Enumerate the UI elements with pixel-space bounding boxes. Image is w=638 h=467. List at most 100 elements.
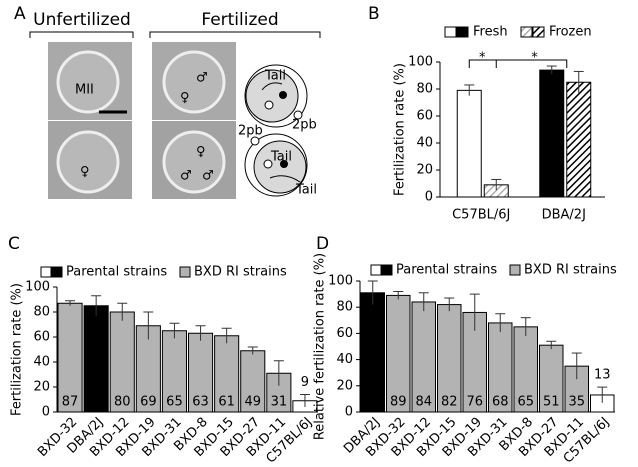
panel-label: B [368, 4, 380, 24]
legend-swatch [179, 266, 191, 278]
diagram-egg [253, 140, 307, 194]
polar-body [250, 136, 260, 146]
diagram-label: 2pb [292, 118, 317, 133]
diagram-label: Tail [295, 183, 317, 198]
panel-label: D [316, 234, 329, 254]
value-label: 13 [594, 368, 611, 383]
y-tick-label: 20 [336, 378, 353, 393]
sig-bracket [496, 59, 568, 68]
y-tick-label: 40 [336, 352, 353, 367]
value-label: 68 [492, 395, 509, 410]
y-tick-label: 80 [416, 82, 433, 97]
y-tick-label: 0 [345, 405, 353, 420]
legend-swatch [381, 264, 393, 276]
value-label: 82 [441, 395, 458, 410]
legend-swatch [532, 26, 545, 38]
value-label: 89 [390, 395, 407, 410]
image-label: ♂ [180, 169, 192, 184]
legend-swatch [456, 26, 469, 38]
legend-label: BXD RI strains [194, 265, 287, 280]
bar [188, 332, 214, 413]
bar [266, 372, 292, 413]
image-label: ♀ [196, 145, 206, 160]
y-tick-label: 60 [33, 330, 50, 345]
value-label: 84 [415, 395, 432, 410]
annotation: * [479, 51, 486, 66]
legend-label: Parental strains [66, 265, 167, 280]
pronucleus [263, 159, 273, 169]
y-axis-label: Relative fertilization rate (%) [313, 253, 328, 440]
panel-label: C [8, 234, 20, 254]
bar [83, 305, 109, 413]
tail [261, 82, 283, 91]
bracket [149, 31, 321, 38]
value-label: 35 [568, 395, 585, 410]
panel-a: A Unfertilized Fertilized MII ♀ ♂ ♀ ♀ ♂ … [14, 4, 321, 199]
value-label: 63 [192, 395, 209, 410]
y-tick-label: 60 [416, 109, 433, 124]
bracket [29, 31, 134, 38]
value-label: 80 [114, 395, 131, 410]
image-label: ♂ [202, 169, 214, 184]
y-tick-label: 0 [425, 190, 433, 205]
y-tick-label: 100 [408, 55, 433, 70]
pronucleus [264, 100, 274, 110]
value-label: 76 [466, 395, 483, 410]
bar [456, 89, 482, 198]
bar [214, 335, 240, 413]
value-label: 51 [543, 395, 560, 410]
y-axis-label: Fertilization rate (%) [393, 63, 408, 196]
panel-label: A [14, 4, 26, 24]
legend-swatch [444, 26, 457, 38]
oocyte [162, 50, 226, 114]
image-label: MII [75, 83, 94, 98]
legend-label: Frozen [549, 25, 592, 40]
value-label: 91 [364, 395, 381, 410]
pronucleus [279, 91, 287, 99]
y-tick-label: 20 [416, 163, 433, 178]
legend-swatch [40, 266, 52, 278]
legend-swatch [520, 26, 533, 38]
value-label: 87 [62, 395, 79, 410]
value-label: 65 [517, 395, 534, 410]
y-tick-label: 100 [328, 274, 353, 289]
y-tick-label: 100 [25, 280, 50, 295]
annotation: * [531, 51, 538, 66]
value-label: 31 [271, 395, 288, 410]
value-label: 85 [88, 395, 105, 410]
diagram-label: 2pb [238, 124, 263, 139]
diagram-egg [245, 69, 299, 123]
bar [566, 81, 592, 198]
value-label: 65 [166, 395, 183, 410]
group-label: Unfertilized [33, 10, 131, 30]
y-tick-label: 60 [336, 326, 353, 341]
y-tick-label: 40 [33, 355, 50, 370]
polar-body [293, 110, 303, 120]
image-label: ♂ [196, 71, 208, 86]
oocyte [56, 130, 120, 194]
oocyte [162, 130, 226, 194]
diagram-label: Tail [264, 69, 286, 84]
x-tick-label: DBA/2J [542, 208, 586, 223]
pronucleus [280, 160, 288, 168]
y-tick-label: 40 [416, 136, 433, 151]
diagram-label: Tail [270, 150, 292, 165]
value-label: 49 [244, 395, 261, 410]
sig-bracket [468, 59, 497, 68]
value-label: 61 [218, 395, 235, 410]
x-tick-label: C57BL/6J [452, 208, 510, 223]
oocyte [56, 50, 120, 114]
y-axis-label: Fertilization rate (%) [10, 283, 25, 416]
legend-swatch [370, 264, 382, 276]
bar [57, 302, 83, 413]
y-tick-label: 0 [42, 405, 50, 420]
legend-swatch [509, 264, 521, 276]
legend-swatch [51, 266, 63, 278]
image-label: ♀ [180, 91, 190, 106]
tail [269, 175, 301, 183]
bar [240, 350, 266, 413]
y-tick-label: 80 [336, 300, 353, 315]
legend-label: Fresh [473, 25, 508, 40]
y-tick-label: 20 [33, 380, 50, 395]
